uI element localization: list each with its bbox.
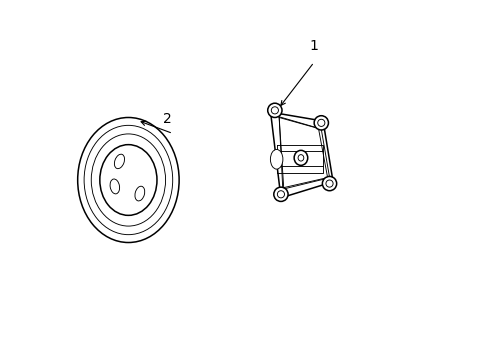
Ellipse shape xyxy=(270,149,283,169)
Text: 2: 2 xyxy=(163,112,172,126)
Text: 1: 1 xyxy=(309,39,318,53)
Ellipse shape xyxy=(100,145,157,215)
Ellipse shape xyxy=(313,116,328,130)
Ellipse shape xyxy=(294,150,307,165)
Ellipse shape xyxy=(273,187,287,202)
Ellipse shape xyxy=(322,176,336,191)
Ellipse shape xyxy=(267,103,282,117)
